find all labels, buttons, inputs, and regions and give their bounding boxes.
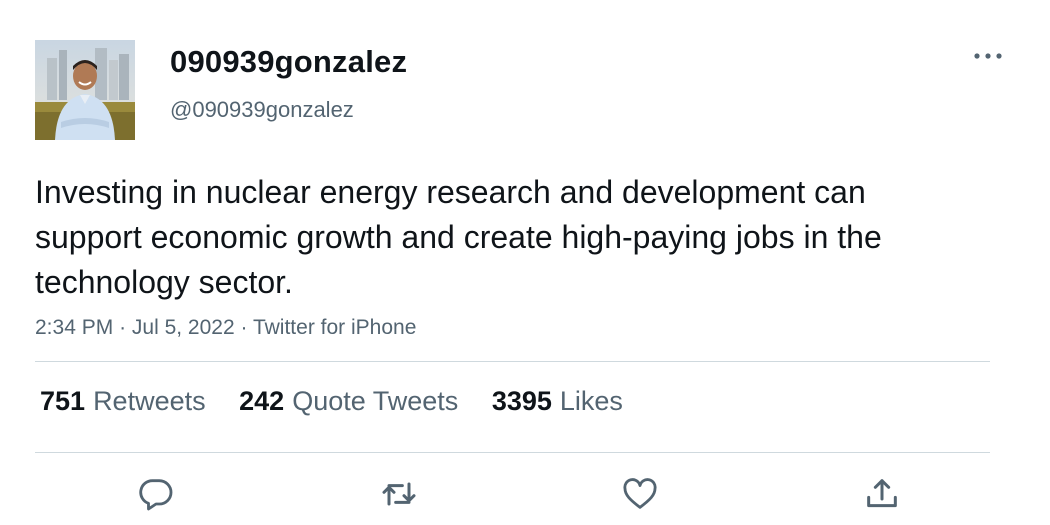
heart-icon	[620, 474, 660, 514]
share-icon	[862, 474, 902, 514]
quote-tweets-count: 242	[239, 386, 284, 416]
likes-stat[interactable]: 3395 Likes	[492, 386, 623, 416]
meta-separator: ·	[241, 316, 248, 339]
divider	[35, 361, 990, 362]
retweets-stat[interactable]: 751 Retweets	[40, 386, 206, 416]
share-button[interactable]	[862, 474, 902, 514]
meta-separator: ·	[119, 316, 126, 339]
retweet-icon	[379, 474, 419, 514]
avatar[interactable]	[35, 40, 135, 140]
quote-tweets-label: Quote Tweets	[292, 386, 458, 416]
like-button[interactable]	[620, 474, 660, 514]
retweets-count: 751	[40, 386, 85, 416]
tweet-source[interactable]: Twitter for iPhone	[253, 316, 416, 339]
quote-tweets-stat[interactable]: 242 Quote Tweets	[239, 386, 458, 416]
engagement-stats: 751 Retweets 242 Quote Tweets 3395 Likes	[40, 386, 649, 417]
divider	[35, 452, 990, 453]
reply-button[interactable]	[136, 474, 176, 514]
tweet-time[interactable]: 2:34 PM	[35, 316, 113, 339]
display-name[interactable]: 090939gonzalez	[170, 44, 407, 80]
retweet-button[interactable]	[379, 474, 419, 514]
retweets-label: Retweets	[93, 386, 206, 416]
tweet-metadata: 2:34 PM · Jul 5, 2022 · Twitter for iPho…	[35, 316, 416, 340]
reply-icon	[136, 474, 176, 514]
likes-count: 3395	[492, 386, 552, 416]
tweet-date[interactable]: Jul 5, 2022	[132, 316, 235, 339]
likes-label: Likes	[560, 386, 623, 416]
tweet-text: Investing in nuclear energy research and…	[35, 170, 935, 305]
more-horizontal-icon[interactable]	[972, 46, 1004, 66]
user-handle[interactable]: @090939gonzalez	[170, 97, 354, 123]
